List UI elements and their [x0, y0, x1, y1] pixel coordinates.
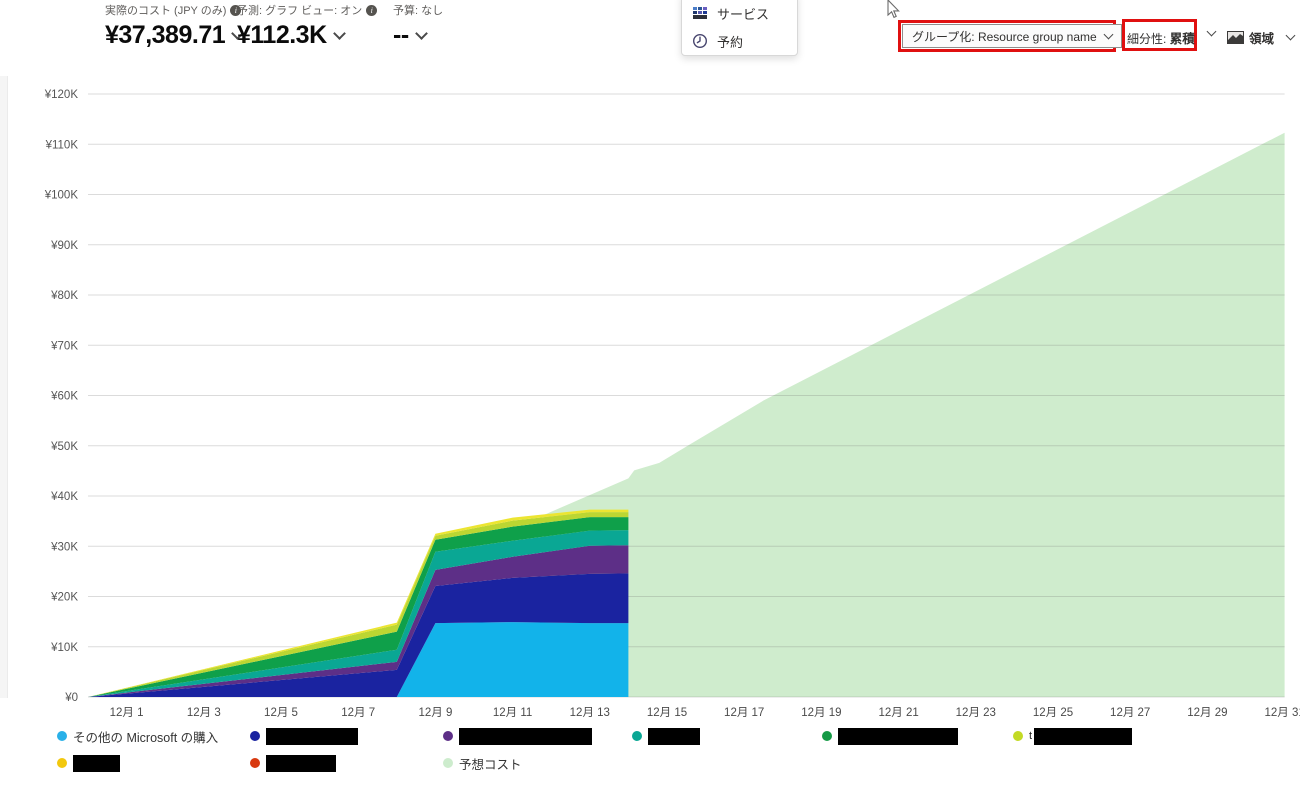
mouse-cursor: [887, 0, 900, 19]
x-tick-label: 12月 17: [724, 707, 764, 719]
redacted-label-bar: [266, 727, 358, 745]
legend-swatch: [443, 758, 453, 768]
legend-swatch: [443, 731, 453, 741]
annotation-box-granularity: [1122, 19, 1197, 51]
chevron-down-icon[interactable]: [414, 27, 428, 40]
x-tick-label: 12月 13: [570, 707, 610, 719]
legend-swatch: [57, 731, 67, 741]
y-tick-label: ¥20K: [50, 592, 78, 604]
kpi-actual-cost: 実際のコスト (JPY のみ) i ¥37,389.71: [105, 2, 244, 50]
y-tick-label: ¥50K: [50, 441, 78, 453]
menu-item-label: 予約: [717, 34, 744, 50]
kpi-forecast-value: ¥112.3K: [237, 21, 327, 49]
redacted-label-bar: [648, 727, 700, 745]
open-dropdown-menu: サービス 予約: [681, 0, 798, 56]
y-tick-label: ¥110K: [45, 139, 79, 151]
y-tick-label: ¥40K: [50, 491, 78, 503]
redacted-label-bar: [838, 727, 958, 745]
x-tick-label: 12月 19: [801, 707, 841, 719]
kpi-forecast-label: 予測: グラフ ビュー: オン: [237, 5, 363, 17]
x-tick-label: 12月 1: [110, 707, 144, 719]
series-area-2: [88, 545, 629, 697]
x-tick-label: 12月 29: [1187, 707, 1227, 719]
legend-label: その他の Microsoft の購入: [73, 730, 219, 745]
y-tick-label: ¥90K: [50, 240, 78, 252]
legend-swatch: [822, 731, 832, 741]
redacted-label-bar: [459, 727, 592, 745]
legend-swatch: [632, 731, 642, 741]
chevron-down-icon[interactable]: [332, 27, 346, 40]
legend-swatch: [250, 758, 260, 768]
chevron-down-icon: [1103, 29, 1114, 39]
x-tick-label: 12月 15: [647, 707, 687, 719]
redacted-label-bar: [73, 754, 120, 772]
legend-item[interactable]: 予想コスト: [443, 754, 522, 772]
kpi-budget-label: 予算: なし: [393, 5, 444, 17]
x-tick-label: 12月 23: [956, 707, 996, 719]
group-by-dropdown[interactable]: グループ化: Resource group name: [902, 24, 1122, 48]
x-tick-label: 12月 27: [1110, 707, 1150, 719]
legend-item[interactable]: [250, 727, 358, 745]
forecast-area: [543, 132, 1285, 697]
x-tick-label: 12月 25: [1033, 707, 1073, 719]
x-tick-label: 12月 11: [493, 707, 532, 719]
granularity-dropdown[interactable]: 細分性: 累積: [1127, 28, 1195, 47]
y-tick-label: ¥70K: [50, 340, 78, 352]
x-tick-label: 12月 31: [1264, 707, 1300, 719]
kpi-forecast: 予測: グラフ ビュー: オン i ¥112.3K: [237, 2, 378, 50]
info-icon[interactable]: i: [366, 4, 378, 16]
chart-type-dropdown[interactable]: 領域: [1227, 28, 1296, 47]
legend-swatch: [250, 731, 260, 741]
kpi-budget: 予算: なし --: [393, 2, 443, 50]
redacted-label-bar: [1034, 727, 1133, 745]
y-tick-label: ¥120K: [44, 89, 79, 101]
legend-item[interactable]: [822, 727, 958, 745]
kpi-budget-value: --: [393, 21, 409, 49]
y-tick-label: ¥80K: [50, 290, 78, 302]
redacted-label-bar: [266, 754, 336, 772]
kpi-actual-cost-label: 実際のコスト (JPY のみ): [105, 5, 227, 17]
legend-item[interactable]: [57, 754, 120, 772]
group-by-label: グループ化: Resource group name: [912, 29, 1097, 44]
series-area-0: [88, 622, 629, 697]
legend-label-fragment: t: [1029, 730, 1033, 742]
legend-item[interactable]: t: [1013, 727, 1133, 745]
series-area-3: [88, 530, 629, 697]
granularity-value: 累積: [1169, 32, 1195, 46]
info-icon[interactable]: i: [230, 4, 242, 16]
clock-icon: [692, 33, 708, 49]
services-icon: [693, 7, 707, 19]
menu-item-reservations[interactable]: 予約: [682, 27, 797, 55]
area-chart-icon: [1227, 31, 1244, 44]
x-tick-label: 12月 7: [341, 707, 375, 719]
y-tick-label: ¥10K: [50, 642, 78, 654]
y-tick-label: ¥60K: [50, 391, 78, 403]
legend-item[interactable]: [443, 727, 592, 745]
chevron-down-icon: [1285, 30, 1296, 41]
x-tick-label: 12月 21: [878, 707, 918, 719]
legend-label: 予想コスト: [459, 757, 522, 772]
x-tick-label: 12月 3: [187, 707, 221, 719]
legend-item[interactable]: [250, 754, 336, 772]
legend-item[interactable]: [632, 727, 700, 745]
series-area-1: [88, 573, 629, 697]
legend-swatch: [1013, 731, 1023, 741]
granularity-label: 細分性:: [1127, 32, 1167, 46]
legend-swatch: [57, 758, 67, 768]
y-tick-label: ¥100K: [44, 190, 79, 202]
menu-item-label: サービス: [717, 6, 770, 22]
chart-type-label: 領域: [1249, 32, 1275, 46]
y-tick-label: ¥30K: [50, 541, 78, 553]
y-tick-label: ¥0: [64, 692, 78, 704]
legend-item[interactable]: その他の Microsoft の購入: [57, 727, 218, 745]
left-edge-strip: [0, 76, 8, 698]
menu-item-services[interactable]: サービス: [682, 0, 797, 27]
x-tick-label: 12月 9: [418, 707, 452, 719]
kpi-actual-cost-value: ¥37,389.71: [105, 21, 226, 49]
x-tick-label: 12月 5: [264, 707, 298, 719]
